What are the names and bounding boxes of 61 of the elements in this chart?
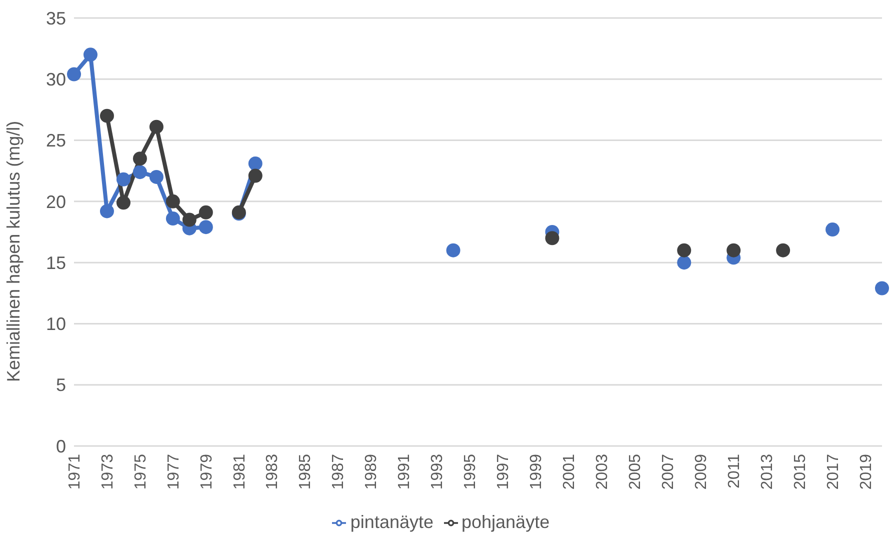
x-tick-label: 2005 xyxy=(627,454,644,490)
x-tick-label: 1973 xyxy=(99,454,116,490)
x-tick-label: 1987 xyxy=(330,454,348,490)
x-tick-label: 2013 xyxy=(758,454,776,490)
point xyxy=(67,67,81,82)
point xyxy=(132,152,147,166)
x-tick-label: 1975 xyxy=(132,454,150,490)
point xyxy=(198,205,213,220)
x-tick-label: 1991 xyxy=(396,454,414,490)
y-tick-label: 30 xyxy=(46,70,66,90)
point xyxy=(545,231,560,246)
x-tick-label: 2011 xyxy=(726,454,743,488)
point xyxy=(182,212,196,227)
y-axis-title: Kemiallinen hapen kulutus (mg/l) xyxy=(3,120,24,382)
point xyxy=(446,243,460,258)
x-tick-label: 1979 xyxy=(198,454,216,490)
y-tick-label: 15 xyxy=(46,252,66,273)
point xyxy=(248,168,262,183)
x-tick-label: 1977 xyxy=(165,454,182,490)
legend-label: pintanäyte xyxy=(350,512,434,532)
x-tick-label: 2003 xyxy=(594,454,612,490)
y-tick-label: 35 xyxy=(46,8,66,28)
x-tick-label: 2007 xyxy=(660,454,677,490)
point xyxy=(677,243,692,258)
x-tick-label: 1971 xyxy=(66,454,84,490)
point xyxy=(198,220,213,234)
point xyxy=(166,194,180,208)
x-tick-label: 1995 xyxy=(462,454,480,490)
x-tick-label: 1983 xyxy=(264,454,282,490)
point xyxy=(826,222,840,237)
legend-label: pohjanäyte xyxy=(462,512,550,532)
point xyxy=(116,196,130,210)
x-tick-label: 1993 xyxy=(429,454,446,490)
x-tick-label: 1997 xyxy=(495,454,512,490)
point xyxy=(149,170,164,184)
y-tick-label: 25 xyxy=(46,130,66,151)
point xyxy=(100,108,114,123)
point xyxy=(875,281,889,296)
point xyxy=(132,165,147,180)
x-tick-label: 1985 xyxy=(297,454,314,490)
y-tick-label: 20 xyxy=(46,192,66,212)
point xyxy=(149,120,164,134)
point xyxy=(677,256,692,270)
x-tick-label: 2009 xyxy=(692,454,710,490)
x-tick-label: 1981 xyxy=(231,454,248,490)
x-tick-label: 1989 xyxy=(363,454,380,490)
y-tick-label: 0 xyxy=(56,436,66,456)
point xyxy=(116,172,130,186)
point xyxy=(726,243,741,258)
x-tick-label: 2017 xyxy=(824,454,842,490)
x-tick-label: 2001 xyxy=(561,454,578,490)
point xyxy=(166,212,180,226)
x-tick-label: 1999 xyxy=(528,454,546,490)
y-tick-label: 10 xyxy=(46,314,66,334)
point xyxy=(83,48,98,62)
point xyxy=(776,243,790,258)
point xyxy=(248,156,262,171)
x-tick-label: 2015 xyxy=(792,454,809,490)
y-tick-label: 5 xyxy=(56,375,66,396)
point xyxy=(100,204,114,218)
x-tick-label: 2019 xyxy=(858,454,875,490)
